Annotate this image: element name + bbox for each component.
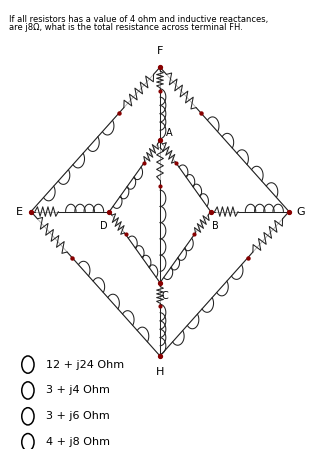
Text: 12 + j24 Ohm: 12 + j24 Ohm	[46, 360, 124, 370]
Text: E: E	[16, 207, 23, 216]
Text: C: C	[162, 291, 168, 301]
Text: D: D	[100, 221, 108, 231]
Text: 3 + j6 Ohm: 3 + j6 Ohm	[46, 411, 110, 421]
Text: B: B	[212, 221, 219, 231]
Text: 3 + j4 Ohm: 3 + j4 Ohm	[46, 385, 110, 396]
Text: A: A	[166, 128, 173, 138]
Text: If all resistors has a value of 4 ohm and inductive reactances,: If all resistors has a value of 4 ohm an…	[10, 15, 269, 24]
Text: F: F	[157, 46, 163, 57]
Text: are j8Ω, what is the total resistance across terminal FH.: are j8Ω, what is the total resistance ac…	[10, 23, 243, 32]
Text: H: H	[156, 367, 164, 377]
Text: G: G	[297, 207, 305, 216]
Text: 4 + j8 Ohm: 4 + j8 Ohm	[46, 437, 110, 447]
